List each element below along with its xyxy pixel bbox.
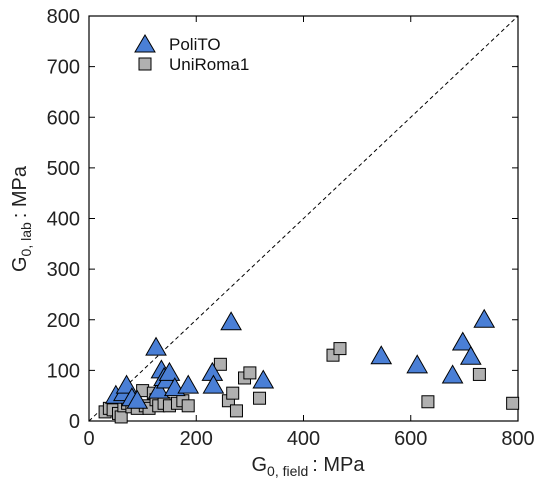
data-point-polito — [451, 331, 474, 351]
reference-line-layer — [88, 15, 519, 422]
data-point-polito — [202, 374, 225, 394]
data-point-uniroma1 — [229, 404, 243, 418]
axis-ticks-layer: 0 200 400 600 800 0 100 200 300 400 500 600 700 800 — [47, 6, 535, 450]
y-tick-label: 700 — [47, 57, 80, 79]
data-point-polito — [126, 389, 149, 409]
data-point-uniroma1 — [181, 399, 195, 413]
x-tick-label: 200 — [180, 428, 213, 450]
y-tick-label: 600 — [47, 107, 80, 129]
data-point-uniroma1 — [213, 357, 227, 371]
y-tick-label: 0 — [69, 411, 80, 433]
x-tick-label: 0 — [83, 428, 94, 450]
data-point-polito — [459, 345, 482, 365]
data-point-polito — [406, 354, 429, 374]
x-axis-label: G0, field: MPa — [251, 454, 365, 479]
y-tick-label: 200 — [47, 310, 80, 332]
data-point-uniroma1 — [253, 391, 267, 405]
data-point-uniroma1 — [226, 386, 240, 400]
y-tick-label: 300 — [47, 259, 80, 281]
data-point-polito — [147, 379, 170, 399]
data-point-polito — [441, 364, 464, 384]
data-point-polito — [145, 336, 167, 356]
data-point-polito — [252, 369, 275, 389]
legend-label-polito: PoliTO — [169, 35, 221, 54]
data-point-polito — [177, 374, 200, 394]
data-point-polito — [158, 361, 181, 381]
data-point-uniroma1 — [243, 366, 257, 380]
legend-marker-uniroma1 — [138, 57, 152, 71]
data-point-uniroma1 — [333, 342, 347, 356]
legend: PoliTO UniRoma1 — [134, 34, 249, 74]
data-point-uniroma1 — [472, 367, 486, 381]
x-tick-label: 400 — [287, 428, 320, 450]
y-tick-label: 100 — [47, 360, 80, 382]
data-points-layer — [98, 308, 520, 424]
data-point-uniroma1 — [506, 396, 520, 410]
y-tick-label: 800 — [47, 6, 80, 28]
x-tick-label: 800 — [501, 428, 534, 450]
data-point-uniroma1 — [421, 395, 435, 409]
data-point-polito — [473, 308, 496, 328]
data-point-uniroma1 — [114, 410, 128, 424]
legend-marker-politto — [134, 34, 156, 53]
data-point-polito — [370, 345, 393, 365]
y-axis-label: G0, lab: MPa — [9, 165, 34, 272]
legend-label-uniroma1: UniRoma1 — [169, 55, 249, 74]
x-tick-label: 600 — [394, 428, 427, 450]
y-tick-label: 500 — [47, 158, 80, 180]
data-point-polito — [220, 311, 242, 331]
y-tick-label: 400 — [47, 209, 80, 231]
reference-line — [88, 15, 519, 422]
